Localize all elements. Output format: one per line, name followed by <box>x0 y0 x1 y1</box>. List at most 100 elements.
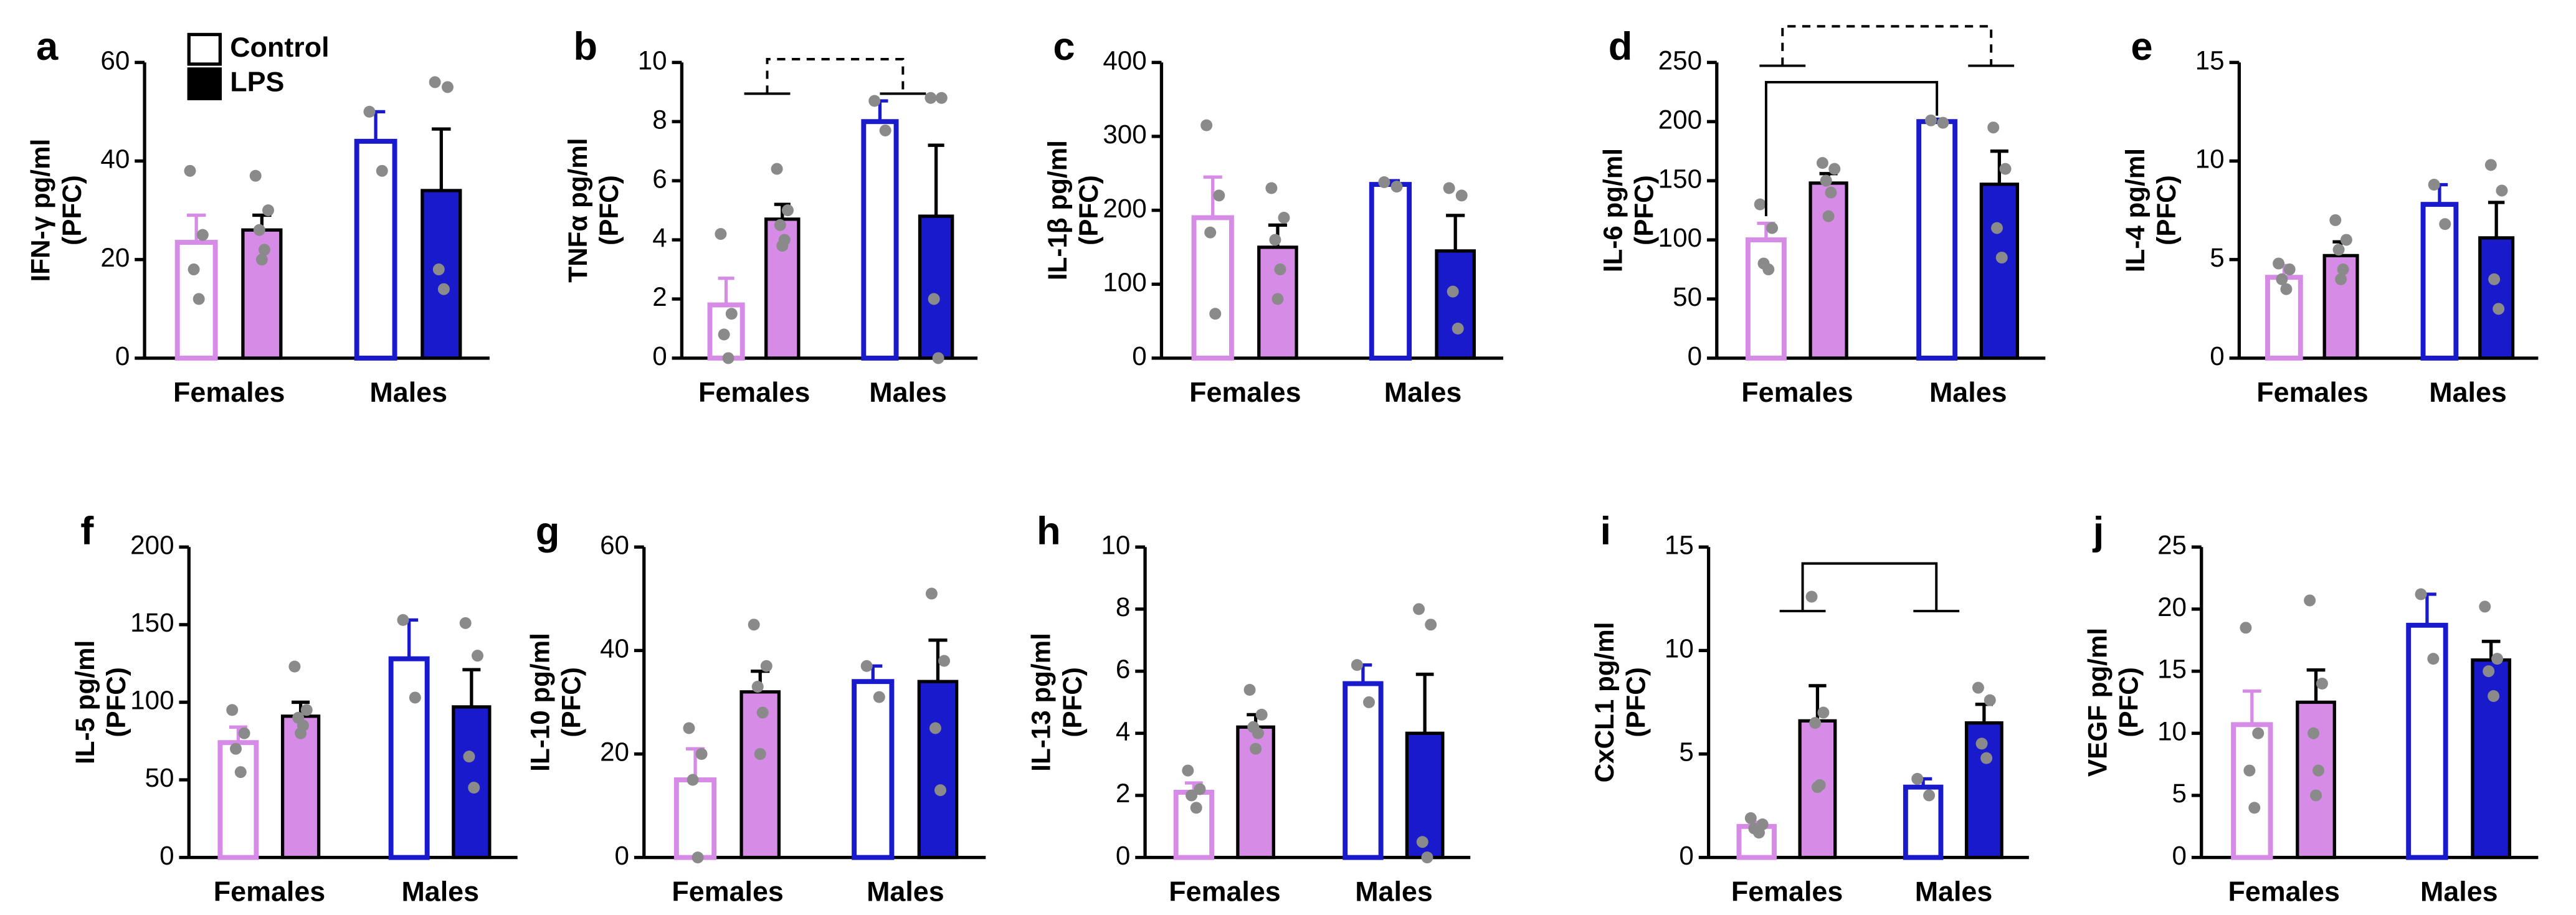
data-point <box>468 782 480 794</box>
y-tick-label: 15 <box>1665 530 1694 559</box>
y-tick-label: 100 <box>130 686 174 715</box>
y-tick-label: 100 <box>1103 267 1146 296</box>
x-tick-label: Males <box>2429 376 2507 408</box>
data-point <box>1753 827 1766 839</box>
data-point <box>1265 182 1278 194</box>
data-point <box>230 742 242 755</box>
data-point <box>1987 121 2000 134</box>
data-point <box>760 660 772 672</box>
panel: i CxCL1 pg/ml (PFC) 0 5 10 15 Females Males <box>1590 510 2029 907</box>
y-axis-label: VEGF pg/ml <box>2083 628 2112 777</box>
data-point <box>249 169 262 182</box>
data-point <box>2428 178 2440 191</box>
data-point <box>2488 273 2501 285</box>
bar <box>861 119 899 361</box>
data-point <box>934 784 946 797</box>
data-point <box>748 619 760 631</box>
data-point <box>2488 690 2500 702</box>
panel: d IL-6 pg/ml (PFC) 0 50 100 150 200 250 Females Ma… <box>1598 25 2046 408</box>
data-point <box>397 614 409 626</box>
y-tick-label: 2 <box>652 282 667 311</box>
panel: g IL-10 pg/ml (PFC) 0 20 40 60 Females Males <box>525 510 986 907</box>
bar <box>2471 658 2512 860</box>
x-tick-label: Males <box>867 875 944 907</box>
bar <box>354 138 397 361</box>
panel: c IL-1β pg/ml (PFC) 0 100 200 300 400 Females Mal… <box>1043 25 1503 408</box>
x-tick-label: Males <box>1384 376 1462 408</box>
bar <box>2478 236 2515 360</box>
data-point <box>295 727 307 739</box>
data-point <box>1820 174 1832 187</box>
data-point <box>776 240 789 252</box>
data-point <box>1421 851 1433 864</box>
bar <box>1979 183 2020 360</box>
y-tick-label: 50 <box>1673 282 1702 311</box>
y-tick-label: 0 <box>2172 841 2187 870</box>
panel: h IL-13 pg/ml (PFC) 0 2 4 6 8 10 Females Males <box>1027 510 1471 907</box>
y-tick-label: 20 <box>600 737 629 767</box>
data-point <box>1995 252 2008 264</box>
data-point <box>938 655 951 667</box>
data-point <box>879 124 891 136</box>
x-tick-label: Males <box>1355 875 1433 907</box>
y-axis-label: IFN-γ pg/ml <box>26 139 55 282</box>
data-point <box>2332 244 2345 256</box>
data-point <box>687 774 699 786</box>
y-tick-label: 0 <box>1688 341 1702 371</box>
data-point <box>234 766 247 779</box>
data-point <box>774 219 786 231</box>
y-axis-label: (PFC) <box>102 667 131 737</box>
bar <box>1343 681 1384 860</box>
data-point <box>255 254 268 266</box>
data-point <box>196 229 209 241</box>
data-point <box>1274 263 1286 276</box>
data-point <box>860 660 873 672</box>
bar <box>2406 622 2448 860</box>
y-tick-label: 10 <box>2195 145 2225 174</box>
y-axis-label: IL-6 pg/ml <box>1598 148 1627 272</box>
data-point <box>258 244 270 256</box>
y-tick-label: 6 <box>1116 655 1130 684</box>
data-point <box>2415 588 2427 600</box>
y-tick-label: 10 <box>1101 530 1130 559</box>
y-tick-label: 400 <box>1103 45 1146 75</box>
bar <box>388 656 430 860</box>
panel-letter: b <box>573 25 597 69</box>
data-point <box>192 293 205 305</box>
bar <box>1745 237 1787 361</box>
data-point <box>722 352 734 364</box>
y-tick-label: 60 <box>600 530 629 559</box>
data-point <box>1811 781 1823 794</box>
data-point <box>2329 214 2342 226</box>
data-point <box>873 691 885 703</box>
y-tick-label: 5 <box>2210 243 2224 272</box>
bar <box>1173 790 1215 860</box>
panel-letter: c <box>1053 25 1075 69</box>
y-tick-label: 200 <box>1103 194 1146 223</box>
data-point <box>2304 594 2316 607</box>
data-point <box>300 704 313 716</box>
y-tick-label: 200 <box>130 530 174 559</box>
data-point <box>1923 789 1936 802</box>
data-point <box>1390 181 1403 193</box>
data-point <box>1209 308 1222 320</box>
data-point <box>2337 263 2349 276</box>
data-point <box>924 92 937 104</box>
x-tick-label: Males <box>369 376 447 408</box>
y-axis-label: CxCL1 pg/ml <box>1590 622 1619 783</box>
data-point <box>1455 189 1468 202</box>
data-point <box>935 92 948 104</box>
y-axis-label: (PFC) <box>2152 175 2181 245</box>
legend-label: Control <box>230 31 329 63</box>
y-tick-label: 40 <box>100 145 130 174</box>
data-point <box>1816 157 1828 169</box>
y-tick-label: 0 <box>159 841 174 870</box>
data-point <box>2280 283 2293 295</box>
data-point <box>437 283 450 295</box>
panel: e IL-4 pg/ml (PFC) 0 5 10 15 Females Males <box>2121 25 2539 408</box>
data-point <box>409 691 421 704</box>
data-point <box>2240 622 2252 634</box>
data-point <box>1255 708 1268 721</box>
data-point <box>1243 684 1256 696</box>
